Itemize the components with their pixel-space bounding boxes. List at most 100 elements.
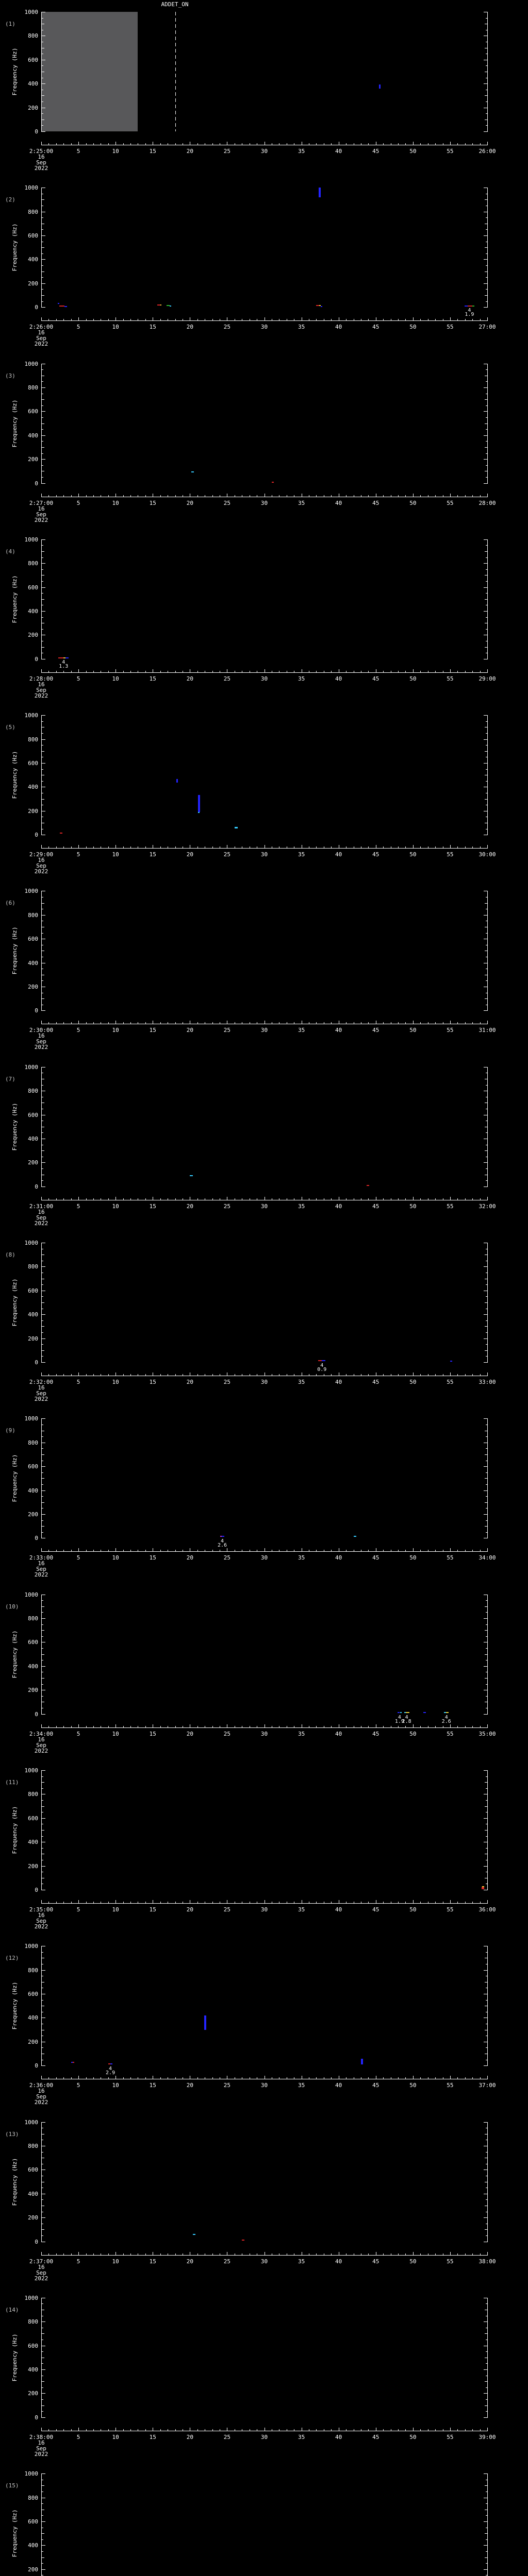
- x-tick: [420, 846, 421, 849]
- x-tick-label: 25: [223, 324, 231, 331]
- x-tick: [130, 143, 131, 145]
- y-tick-label: 400: [28, 1663, 38, 1670]
- y-tick: [42, 611, 45, 612]
- x-tick-label: 30: [260, 2258, 268, 2265]
- x-tick: [368, 1374, 369, 1376]
- x-tick: [71, 2253, 72, 2255]
- y-tick: [42, 1776, 43, 1777]
- x-tick-label: 45: [372, 1554, 380, 1562]
- y-tick: [42, 1302, 44, 1303]
- y-tick: [42, 369, 43, 370]
- y-axis-line-left: [41, 1770, 42, 1890]
- x-tick-label: 25: [223, 1379, 231, 1386]
- y-tick: [42, 381, 43, 382]
- x-tick: [130, 495, 131, 497]
- x-tick: [212, 2429, 213, 2431]
- x-tick-label: 30: [260, 675, 268, 682]
- x-tick: [398, 1550, 399, 1552]
- y-tick: [486, 1508, 487, 1509]
- detection-mark: [482, 1886, 484, 1887]
- x-tick: [472, 319, 473, 321]
- y-tick: [42, 563, 45, 564]
- x-tick: [420, 495, 421, 497]
- y-tick-label: 800: [28, 32, 38, 40]
- x-tick-label: 25: [223, 675, 231, 682]
- x-tick: [108, 2429, 109, 2431]
- y-tick: [42, 1344, 43, 1345]
- x-tick: [457, 2429, 458, 2431]
- x-tick: [398, 2429, 399, 2431]
- x-end-time-label: 26:00: [478, 148, 496, 155]
- x-tick-label: 45: [372, 851, 380, 858]
- x-tick: [86, 2253, 87, 2255]
- detection-mark: [404, 1711, 406, 1713]
- y-tick: [42, 423, 44, 424]
- y-axis-line-right: [487, 1594, 488, 1715]
- y-tick-label: 200: [28, 2214, 38, 2222]
- detection-mark: [191, 471, 194, 473]
- y-tick: [42, 2065, 45, 2066]
- x-tick-label: 55: [447, 2258, 454, 2265]
- x-tick: [56, 1901, 57, 1903]
- x-tick-label: 5: [76, 148, 80, 155]
- detection-mark: [360, 2058, 363, 2064]
- y-tick-label: 1000: [24, 360, 39, 367]
- y-tick-label: 1000: [24, 2119, 39, 2126]
- y-tick: [485, 423, 487, 424]
- x-tick: [487, 845, 488, 849]
- y-axis-label: Frequency (Hz): [11, 47, 18, 96]
- x-tick: [472, 2253, 473, 2255]
- y-tick-label: 400: [28, 80, 38, 88]
- y-tick-label: 0: [35, 2238, 38, 2245]
- y-tick-label: 200: [28, 984, 38, 991]
- y-tick-label: 800: [28, 1791, 38, 1798]
- y-tick: [484, 2321, 487, 2323]
- spectrogram-panel-11: (11) Frequency (Hz) 0 200 400 600 800 1000 2:35:…: [0, 1758, 528, 1934]
- y-tick: [42, 781, 43, 782]
- spectrogram-panel-15: (15)Frequency (Hz)020040060080010002:39:…: [0, 2462, 528, 2576]
- x-axis-line: [41, 672, 488, 673]
- x-axis-date-line: Sep: [36, 2093, 46, 2100]
- x-tick-label: 40: [335, 675, 342, 682]
- x-tick: [331, 1374, 332, 1376]
- x-tick-label: 15: [149, 851, 156, 858]
- panel-index-label: (7): [5, 1075, 15, 1082]
- y-tick: [486, 453, 487, 454]
- x-tick: [412, 317, 414, 321]
- y-tick: [484, 1010, 487, 1011]
- x-tick: [130, 319, 131, 321]
- y-tick: [42, 465, 43, 466]
- x-axis-date-line: 16: [38, 1384, 45, 1392]
- y-tick-label: 600: [28, 1463, 38, 1470]
- spectrogram-panel-10: (10) Frequency (Hz) 0 200 400 600 800 1000 4 1.9 4…: [0, 1583, 528, 1758]
- x-tick: [93, 846, 94, 849]
- x-tick: [487, 1196, 488, 1200]
- y-tick: [42, 933, 43, 934]
- x-tick: [108, 1198, 109, 1200]
- x-tick: [457, 1022, 458, 1024]
- x-tick: [450, 2251, 451, 2255]
- y-axis-line-right: [487, 1946, 488, 2066]
- y-axis-line-right: [487, 539, 488, 659]
- y-tick: [486, 405, 487, 406]
- x-tick: [78, 669, 79, 672]
- y-tick: [42, 2533, 44, 2534]
- y-tick-label: 600: [28, 1111, 38, 1118]
- x-axis-date-line: 16: [38, 1560, 45, 1567]
- x-start-time-label: 2:33:00: [29, 1554, 54, 1562]
- x-tick: [197, 1022, 198, 1024]
- y-tick: [486, 2411, 487, 2412]
- x-tick: [175, 319, 176, 321]
- y-tick: [42, 762, 45, 764]
- detection-mark: [58, 657, 63, 659]
- x-tick: [383, 2253, 384, 2255]
- y-tick: [42, 1514, 45, 1515]
- x-tick: [41, 493, 42, 497]
- y-tick: [486, 65, 487, 66]
- detection-annotation-class: 4: [405, 1714, 408, 1720]
- x-tick: [108, 2253, 109, 2255]
- y-tick: [485, 1350, 487, 1351]
- y-tick-label: 0: [35, 1886, 38, 1893]
- x-tick: [435, 670, 436, 672]
- y-axis-line-right: [487, 891, 488, 1011]
